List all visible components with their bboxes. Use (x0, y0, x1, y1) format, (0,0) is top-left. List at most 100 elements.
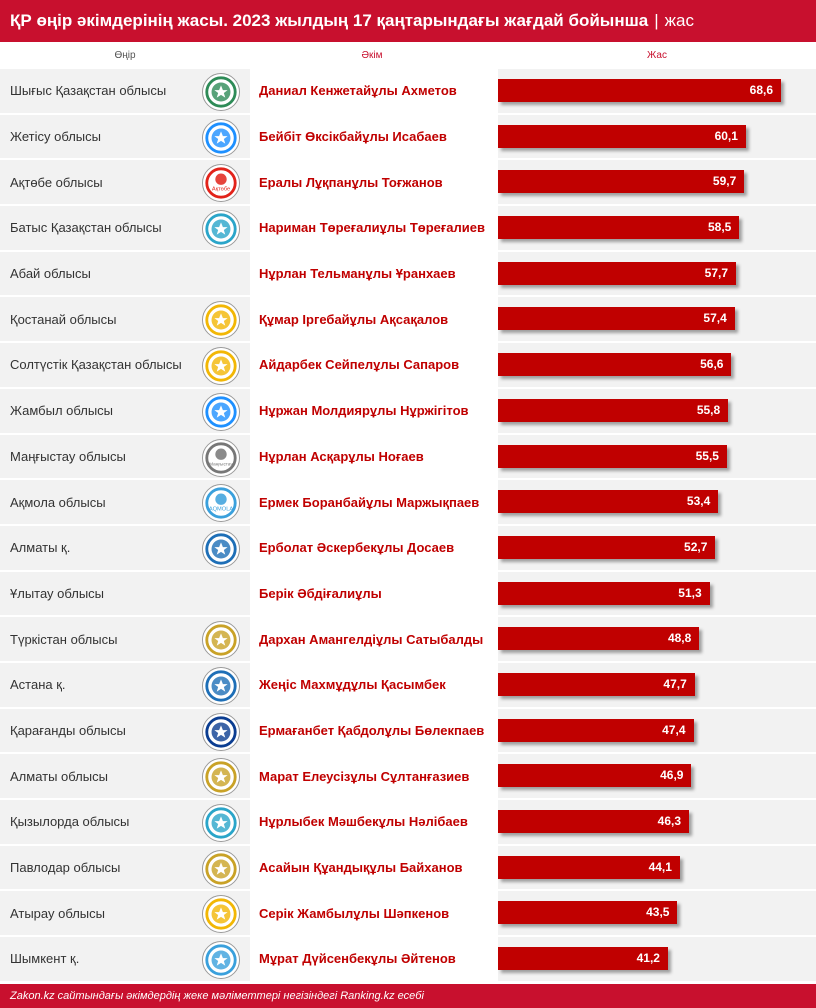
bar-cell: 48,8 (498, 617, 816, 661)
age-bar: 46,3 (498, 810, 689, 833)
source-footer: Zakon.kz сайтындағы әкімдердің жеке мәлі… (0, 984, 816, 1008)
bar-cell: 57,7 (498, 251, 816, 296)
akim-name: Нұрлыбек Мәшбекұлы Нәлібаев (252, 800, 492, 844)
akim-name: Бейбіт Өксікбайұлы Исабаев (252, 114, 492, 159)
region-emblem-icon (202, 118, 240, 157)
akim-name: Ерболат Әскербекұлы Досаев (252, 525, 492, 570)
age-bar: 59,7 (498, 170, 745, 194)
age-bar: 41,2 (498, 947, 668, 971)
akim-name: Құмар Іргебайұлы Ақсақалов (252, 297, 492, 342)
table-row: Астана қ. Жеңіс Махмұдұлы Қасымбек 47,7 (0, 662, 816, 708)
table-row: Ақтөбе облысы Ақтөбе Ералы Лұқпанұлы Тоғжа… (0, 159, 816, 205)
region-label: Ұлытау облысы (0, 571, 250, 616)
region-emblem-icon (202, 301, 240, 340)
region-emblem-icon (202, 666, 240, 705)
bar-cell: 51,3 (498, 571, 816, 616)
table-row: Алматы облысы Марат Елеусізұлы Сұлтанғази… (0, 753, 816, 799)
akim-name: Мұрат Дүйсенбекұлы Әйтенов (252, 937, 492, 981)
region-emblem-icon (202, 210, 240, 249)
bar-cell: 59,7 (498, 160, 816, 205)
age-value-label: 44,1 (648, 859, 672, 874)
column-header-row: Өңір Әкім Жас (0, 42, 816, 68)
header-age: Жас (647, 50, 667, 61)
age-bar: 53,4 (498, 490, 719, 514)
age-bar: 55,5 (498, 444, 727, 468)
age-value-label: 68,6 (749, 83, 773, 97)
age-value-label: 59,7 (712, 174, 737, 189)
age-value-label: 41,2 (636, 951, 660, 966)
bar-cell: 57,4 (498, 297, 816, 342)
region-emblem-icon (202, 529, 240, 568)
age-value-label: 52,7 (684, 539, 708, 554)
table-row: Батыс Қазақстан облысы Нариман Төреғалиұл… (0, 205, 816, 251)
region-emblem-icon (202, 895, 240, 934)
age-value-label: 46,3 (657, 814, 681, 828)
region-emblem-icon (202, 804, 240, 842)
table-row: Қостанай облысы Құмар Іргебайұлы Ақсақало… (0, 296, 816, 342)
table-row: Қызылорда облысы Нұрлыбек Мәшбекұлы Нәліб… (0, 799, 816, 845)
region-emblem-icon: Ақтөбе (202, 164, 240, 203)
region-emblem-icon (202, 758, 240, 797)
age-value-label: 47,7 (663, 676, 687, 691)
akim-name: Асайын Құандықұлы Байханов (252, 845, 492, 890)
age-bar: 48,8 (498, 627, 700, 651)
table-row: Қарағанды облысы Ермағанбет Қабдолұлы Бөл… (0, 708, 816, 754)
bar-cell: 44,1 (498, 845, 816, 890)
table-row: Түркістан облысы Дархан Амангелдіұлы Саты… (0, 616, 816, 662)
region-emblem-icon: Маңғыстау (202, 438, 240, 477)
age-bar: 43,5 (498, 901, 678, 925)
table-row: Жамбыл облысы Нұржан Молдиярұлы Нұржігіто… (0, 388, 816, 434)
bar-cell: 60,1 (498, 114, 816, 159)
bar-cell: 47,7 (498, 662, 816, 707)
chart-title: ҚР өңір әкімдерінің жасы. 2023 жылдың 17… (10, 11, 649, 30)
age-value-label: 51,3 (678, 585, 702, 600)
region-emblem-icon (202, 849, 240, 888)
bar-cell: 58,5 (498, 206, 816, 250)
title-separator: | (654, 11, 659, 30)
table-row: Павлодар облысы Асайын Құандықұлы Байхано… (0, 845, 816, 891)
chart-rows: Шығыс Қазақстан облысы Даниал Кенжетайұлы… (0, 68, 816, 982)
bar-cell: 55,5 (498, 434, 816, 479)
region-emblem-icon (202, 712, 240, 751)
table-row: Маңғыстау облысы Маңғыстау Нұрлан Асқарұлы… (0, 434, 816, 480)
akim-name: Ермек Боранбайұлы Маржықпаев (252, 480, 492, 524)
table-row: Солтүстік Қазақстан облысы Айдарбек Сейпе… (0, 342, 816, 388)
chart-title-bar: ҚР өңір әкімдерінің жасы. 2023 жылдың 17… (0, 0, 816, 42)
bar-cell: 52,7 (498, 525, 816, 570)
age-value-label: 46,9 (660, 768, 684, 783)
akim-name: Нұрлан Асқарұлы Ноғаев (252, 434, 492, 479)
age-value-label: 55,5 (695, 448, 719, 463)
akim-name: Нұрлан Тельманұлы Ұранхаев (252, 251, 492, 296)
age-value-label: 48,8 (667, 631, 692, 646)
akim-name: Нұржан Молдиярұлы Нұржігітов (252, 388, 492, 433)
table-row: Шымкент қ. Мұрат Дүйсенбекұлы Әйтенов 41,2 (0, 936, 816, 982)
akim-name: Серік Жамбылұлы Шәпкенов (252, 891, 492, 936)
header-akim: Әкім (361, 50, 383, 61)
bar-cell: 56,6 (498, 343, 816, 387)
svg-text:AQMOLA: AQMOLA (209, 507, 233, 513)
akim-name: Нариман Төреғалиұлы Төреғалиев (252, 206, 492, 250)
region-emblem-icon (202, 621, 240, 660)
svg-text:Маңғыстау: Маңғыстау (209, 461, 233, 467)
region-emblem-icon (202, 73, 240, 111)
age-bar: 52,7 (498, 535, 716, 559)
bar-cell: 46,9 (498, 754, 816, 798)
age-bar: 57,4 (498, 307, 735, 331)
bar-cell: 68,6 (498, 69, 816, 113)
table-row: Жетісу облысы Бейбіт Өксікбайұлы Исабаев 6… (0, 114, 816, 160)
table-row: Абай облысы Нұрлан Тельманұлы Ұранхаев 57,… (0, 251, 816, 297)
akim-name: Ермағанбет Қабдолұлы Бөлекпаев (252, 708, 492, 753)
bar-cell: 43,5 (498, 891, 816, 936)
age-bar: 60,1 (498, 124, 746, 148)
akim-name: Жеңіс Махмұдұлы Қасымбек (252, 662, 492, 707)
age-value-label: 56,6 (700, 357, 724, 372)
region-emblem-icon (202, 941, 240, 980)
region-emblem-icon (202, 347, 240, 386)
bar-cell: 41,2 (498, 937, 816, 981)
age-bar: 56,6 (498, 353, 732, 377)
region-emblem-icon: AQMOLA (202, 484, 240, 523)
age-bar: 55,8 (498, 398, 729, 422)
svg-text:Ақтөбе: Ақтөбе (212, 187, 230, 193)
akim-name: Марат Елеусізұлы Сұлтанғазиев (252, 754, 492, 798)
age-value-label: 55,8 (696, 402, 721, 417)
